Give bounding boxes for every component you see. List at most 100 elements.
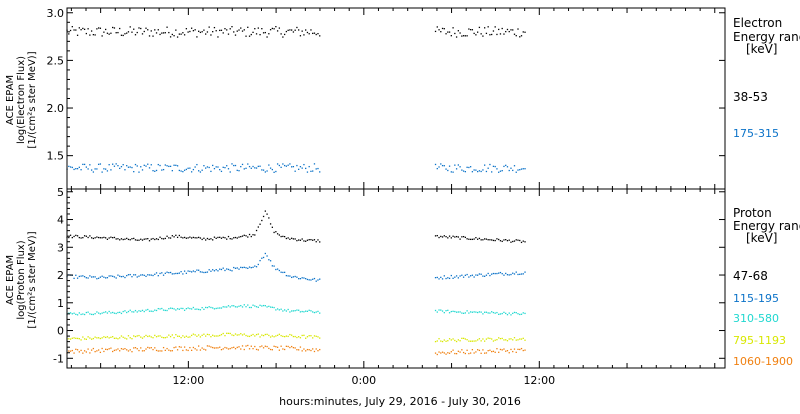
proton-point-2-113: [264, 305, 266, 307]
electron-point-1-118: [273, 171, 275, 173]
electron-point-0-54: [161, 32, 163, 34]
proton-point-2-133: [299, 311, 302, 313]
proton-point-1-110: [259, 259, 261, 262]
electron-point-0-141: [313, 32, 316, 34]
proton-point-4-40: [136, 348, 138, 350]
proton-legend-1060-1900: 1060-1900: [733, 355, 793, 368]
proton-point-0-5: [75, 234, 77, 237]
proton-point-1-20: [101, 275, 103, 277]
electron-point-1-42: [140, 166, 142, 168]
electron-point-0-69: [187, 31, 189, 33]
proton-point-0-149: [441, 236, 444, 238]
proton-point-0-15: [92, 237, 95, 240]
proton-point-4-81: [208, 345, 210, 347]
proton-point-4-143: [317, 350, 319, 352]
proton-point-4-192: [517, 348, 519, 351]
proton-ytick-label-6: 5: [57, 186, 64, 199]
proton-point-0-60: [171, 235, 173, 237]
proton-point-1-182: [499, 271, 502, 274]
proton-point-2-26: [112, 311, 114, 314]
electron-point-0-90: [224, 28, 226, 30]
proton-point-3-58: [168, 334, 170, 336]
proton-point-0-108: [255, 229, 258, 232]
proton-point-3-78: [203, 333, 205, 335]
proton-point-0-186: [506, 240, 509, 242]
electron-point-0-109: [257, 27, 259, 29]
electron-point-0-163: [466, 35, 468, 37]
proton-point-1-140: [312, 278, 314, 280]
x-axis-title: hours:minutes, July 29, 2016 - July 30, …: [279, 395, 521, 408]
electron-point-1-106: [252, 165, 254, 168]
electron-point-0-153: [448, 31, 451, 33]
electron-point-1-143: [317, 167, 319, 170]
proton-point-4-73: [194, 348, 196, 350]
electron-point-1-150: [443, 165, 445, 167]
proton-point-3-54: [161, 336, 163, 338]
electron-point-1-11: [85, 166, 87, 168]
proton-point-2-178: [492, 311, 495, 314]
proton-point-2-123: [282, 310, 284, 312]
electron-point-0-103: [247, 26, 249, 28]
proton-point-1-115: [268, 259, 270, 261]
electron-point-1-26: [112, 163, 114, 165]
proton-point-2-40: [136, 311, 138, 313]
proton-point-4-22: [105, 348, 107, 350]
proton-point-0-23: [106, 238, 109, 240]
proton-point-3-188: [510, 338, 512, 340]
proton-point-4-179: [494, 351, 496, 353]
proton-point-0-105: [250, 235, 252, 238]
proton-point-4-148: [440, 352, 442, 354]
proton-point-2-11: [85, 311, 87, 314]
electron-point-1-9: [82, 163, 84, 166]
proton-point-2-39: [134, 309, 137, 312]
proton-point-1-46: [147, 274, 149, 276]
proton-point-4-83: [212, 346, 214, 349]
proton-point-2-185: [505, 312, 507, 315]
proton-point-0-146: [436, 234, 438, 237]
proton-point-1-117: [271, 265, 273, 267]
proton-point-4-20: [101, 347, 103, 350]
electron-point-1-185: [505, 164, 507, 166]
proton-point-0-161: [462, 235, 465, 238]
proton-point-4-15: [92, 347, 95, 350]
electron-point-0-32: [122, 34, 124, 37]
proton-point-3-86: [217, 335, 219, 337]
electron-point-1-113: [264, 171, 266, 173]
electron-point-1-31: [120, 165, 123, 168]
electron-point-0-10: [83, 28, 86, 31]
proton-point-3-88: [220, 333, 223, 336]
proton-point-2-73: [194, 308, 196, 310]
proton-point-3-118: [273, 336, 275, 338]
proton-point-0-49: [152, 237, 154, 240]
proton-point-3-185: [505, 339, 507, 341]
electron-point-0-106: [252, 31, 254, 34]
electron-point-1-130: [294, 170, 296, 172]
proton-point-2-29: [117, 311, 119, 314]
proton-point-3-32: [122, 336, 124, 338]
proton-point-2-68: [185, 308, 188, 310]
proton-point-4-47: [148, 347, 151, 349]
proton-point-1-118: [273, 265, 275, 267]
proton-point-2-67: [183, 309, 186, 311]
proton-point-1-51: [155, 272, 158, 274]
proton-point-4-139: [310, 349, 312, 352]
electron-point-0-150: [443, 28, 445, 30]
proton-point-0-103: [247, 236, 249, 238]
electron-point-1-131: [296, 164, 298, 167]
proton-point-3-83: [212, 334, 214, 336]
proton-point-0-129: [292, 238, 295, 240]
proton-point-3-187: [508, 338, 510, 340]
electron-point-1-60: [171, 170, 173, 172]
proton-point-0-125: [285, 237, 288, 240]
proton-point-2-165: [469, 311, 472, 313]
proton-point-4-56: [164, 349, 166, 352]
electron-point-1-29: [117, 165, 119, 167]
proton-point-0-36: [129, 239, 131, 241]
proton-point-2-184: [503, 311, 505, 314]
proton-point-1-127: [289, 275, 291, 277]
electron-point-0-56: [164, 32, 166, 34]
electron-point-1-54: [161, 169, 163, 171]
proton-point-2-90: [224, 306, 226, 308]
electron-point-1-79: [205, 167, 207, 169]
electron-point-0-164: [468, 28, 470, 30]
